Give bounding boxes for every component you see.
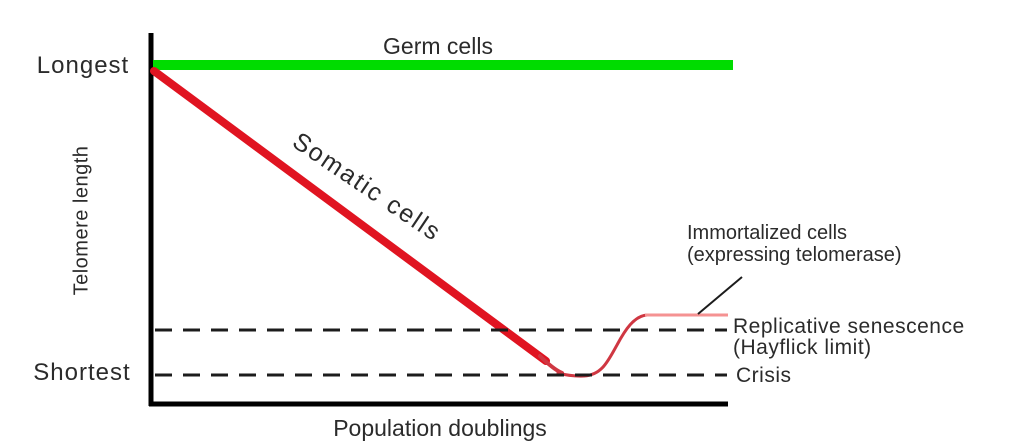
somatic-taper (538, 354, 564, 375)
crisis-label: Crisis (736, 364, 792, 387)
replicative-senescence-label-line1: Replicative senescence (733, 315, 965, 338)
y-tick-longest: Longest (36, 52, 130, 79)
y-axis-title: Telomere length (70, 145, 93, 296)
callout-line (697, 276, 743, 315)
immortalized-cells-label-line1: Immortalized cells (687, 222, 848, 244)
x-axis-title: Population doublings (333, 415, 547, 441)
replicative-senescence-label-line2: (Hayflick limit) (733, 336, 872, 359)
immortalized-curve (556, 313, 649, 378)
immortalized-cells-label: Immortalized cells (expressing telomeras… (687, 222, 902, 266)
immortalized-cells-label-line2: (expressing telomerase) (687, 244, 902, 266)
replicative-senescence-label: Replicative senescence (Hayflick limit) (733, 316, 965, 358)
germ-cells-label: Germ cells (383, 33, 493, 59)
somatic-cells-line (150, 67, 550, 365)
y-tick-shortest: Shortest (33, 359, 131, 386)
